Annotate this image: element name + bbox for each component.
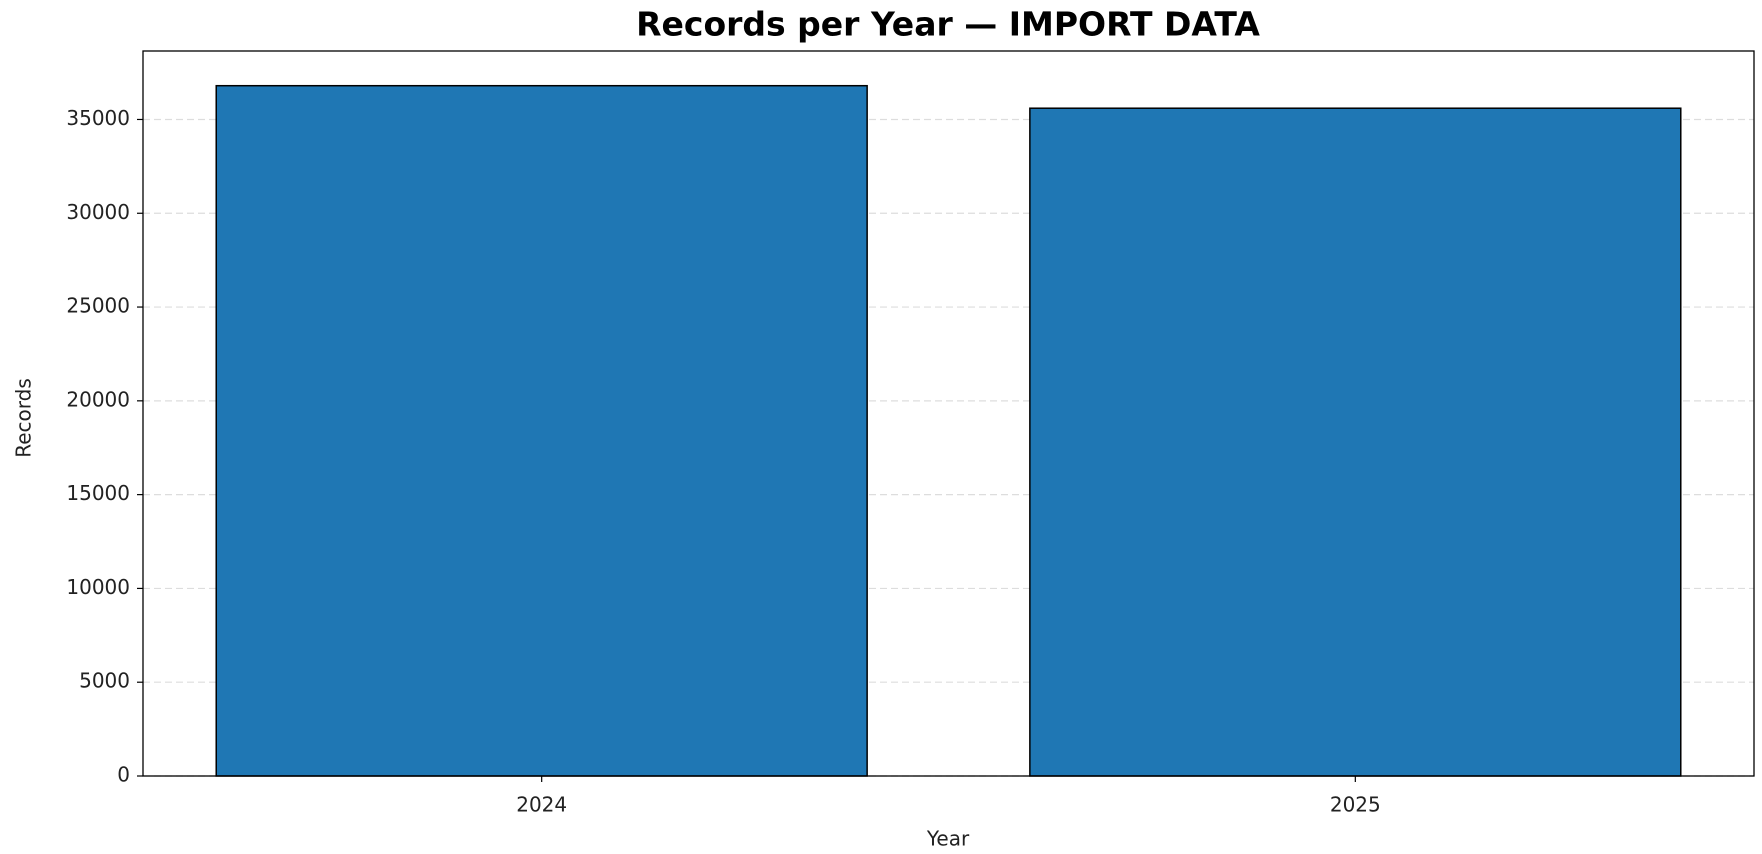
y-tick-label: 0 xyxy=(117,763,130,787)
y-tick-label: 30000 xyxy=(66,200,130,224)
y-tick-label: 20000 xyxy=(66,387,130,411)
plot-frame xyxy=(142,50,1755,777)
bar xyxy=(1029,107,1682,777)
x-tick-label: 2024 xyxy=(516,793,567,817)
x-axis-label: Year xyxy=(926,827,970,851)
chart-title: Records per Year — IMPORT DATA xyxy=(636,5,1260,44)
y-tick-label: 5000 xyxy=(79,669,130,693)
y-tick-label: 25000 xyxy=(66,294,130,318)
y-tick-label: 15000 xyxy=(66,481,130,505)
y-tick-label: 10000 xyxy=(66,575,130,599)
y-axis-label: Records xyxy=(12,378,36,458)
x-tick-label: 2025 xyxy=(1330,793,1381,817)
y-tick-label: 35000 xyxy=(66,106,130,130)
bar xyxy=(215,84,868,777)
